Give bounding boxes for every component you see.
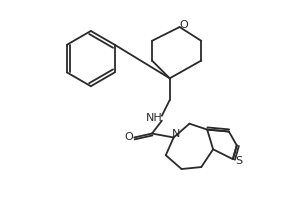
Text: O: O bbox=[124, 132, 133, 142]
Text: O: O bbox=[179, 20, 188, 30]
Text: N: N bbox=[172, 129, 180, 139]
Text: S: S bbox=[235, 156, 242, 166]
Text: NH: NH bbox=[146, 113, 162, 123]
